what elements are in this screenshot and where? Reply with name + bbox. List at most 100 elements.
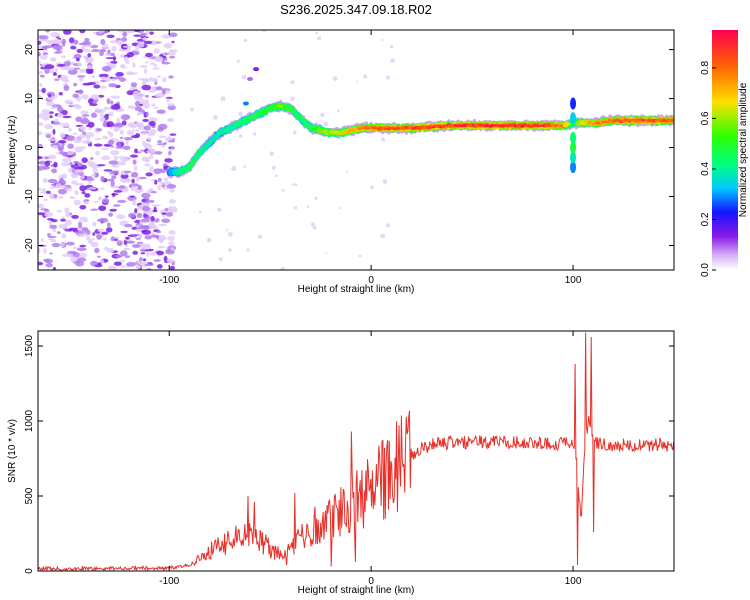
noise-blob bbox=[153, 168, 162, 175]
noise-blob bbox=[79, 68, 86, 73]
noise-blob bbox=[86, 238, 96, 241]
noise-speckle bbox=[332, 76, 338, 81]
noise-blob bbox=[76, 162, 83, 167]
noise-blob bbox=[145, 30, 150, 34]
noise-blob bbox=[131, 135, 140, 139]
noise-blob bbox=[131, 178, 135, 184]
noise-speckle bbox=[281, 188, 285, 192]
noise-blob bbox=[157, 237, 165, 242]
noise-blob bbox=[167, 103, 175, 107]
noise-blob bbox=[145, 197, 150, 204]
noise-blob bbox=[154, 56, 164, 62]
noise-blob bbox=[136, 260, 146, 265]
ridge-cell bbox=[670, 120, 674, 123]
noise-blob bbox=[62, 115, 72, 119]
noise-blob bbox=[74, 146, 84, 153]
ridge-cell bbox=[205, 142, 211, 147]
noise-blob bbox=[47, 97, 55, 101]
noise-blob bbox=[130, 154, 138, 158]
noise-blob bbox=[160, 182, 165, 186]
noise-blob bbox=[168, 206, 178, 213]
noise-blob bbox=[155, 218, 160, 223]
noise-speckle bbox=[389, 44, 394, 49]
noise-blob bbox=[108, 83, 117, 88]
noise-blob bbox=[160, 169, 166, 174]
ridge-vertical-feature bbox=[570, 151, 577, 164]
noise-blob bbox=[52, 266, 56, 270]
noise-blob bbox=[70, 256, 78, 263]
noise-blob bbox=[102, 237, 107, 241]
noise-blob bbox=[127, 105, 136, 110]
noise-blob bbox=[67, 128, 73, 132]
noise-blob bbox=[137, 184, 142, 190]
noise-blob bbox=[145, 172, 153, 177]
noise-blob bbox=[72, 132, 79, 135]
noise-blob bbox=[132, 62, 136, 68]
x-tick-label: -100 bbox=[159, 576, 179, 587]
noise-blob bbox=[144, 263, 155, 266]
noise-blob bbox=[95, 108, 106, 114]
noise-blob bbox=[110, 180, 115, 187]
y-tick-label: 0 bbox=[24, 144, 35, 150]
noise-blob bbox=[60, 218, 66, 222]
noise-blob bbox=[57, 106, 64, 113]
noise-blob bbox=[118, 77, 127, 82]
noise-blob bbox=[59, 177, 64, 184]
noise-blob bbox=[125, 236, 130, 240]
noise-blob bbox=[63, 30, 72, 35]
noise-blob bbox=[110, 145, 114, 148]
noise-blob bbox=[40, 208, 49, 211]
ridge-stray-blob bbox=[242, 101, 249, 106]
noise-blob bbox=[73, 67, 81, 70]
noise-blob bbox=[111, 192, 116, 197]
noise-blob bbox=[106, 121, 114, 128]
x-tick-label: 100 bbox=[565, 275, 582, 286]
noise-speckle bbox=[306, 205, 310, 208]
noise-blob bbox=[59, 75, 69, 81]
noise-blob bbox=[60, 241, 66, 248]
noise-blob bbox=[38, 35, 49, 40]
noise-blob bbox=[48, 154, 57, 160]
noise-blob bbox=[162, 145, 165, 148]
noise-blob bbox=[116, 117, 121, 124]
noise-speckle bbox=[290, 80, 295, 85]
noise-blob bbox=[146, 251, 150, 258]
noise-blob bbox=[142, 37, 148, 41]
noise-blob bbox=[38, 161, 42, 164]
noise-blob bbox=[71, 214, 79, 219]
noise-blob bbox=[90, 112, 98, 118]
noise-blob bbox=[69, 196, 74, 199]
noise-speckle bbox=[199, 210, 202, 214]
noise-speckle bbox=[271, 165, 276, 170]
noise-blob bbox=[114, 236, 120, 240]
noise-blob bbox=[150, 215, 155, 222]
noise-blob bbox=[79, 185, 87, 192]
noise-blob bbox=[99, 48, 107, 53]
noise-blob bbox=[68, 167, 73, 173]
noise-blob bbox=[51, 145, 59, 149]
noise-blob bbox=[44, 123, 53, 130]
noise-blob bbox=[61, 158, 72, 163]
noise-blob bbox=[74, 183, 84, 186]
noise-speckle bbox=[217, 207, 222, 212]
noise-blob bbox=[98, 205, 107, 211]
noise-blob bbox=[110, 60, 118, 65]
noise-blob bbox=[155, 86, 163, 91]
noise-blob bbox=[72, 104, 80, 108]
noise-blob bbox=[141, 192, 151, 199]
noise-blob bbox=[109, 208, 117, 212]
noise-blob bbox=[38, 165, 44, 171]
noise-blob bbox=[101, 231, 109, 235]
noise-blob bbox=[44, 211, 53, 218]
noise-blob bbox=[93, 200, 99, 204]
noise-blob bbox=[136, 212, 143, 218]
y-tick-label: 1500 bbox=[24, 334, 35, 357]
noise-blob bbox=[49, 224, 58, 229]
noise-blob bbox=[46, 39, 56, 45]
noise-blob bbox=[66, 135, 75, 142]
noise-blob bbox=[94, 137, 102, 141]
noise-blob bbox=[157, 184, 162, 191]
ridge-vertical-feature bbox=[570, 112, 577, 125]
noise-blob bbox=[82, 140, 92, 144]
noise-blob bbox=[87, 65, 93, 69]
